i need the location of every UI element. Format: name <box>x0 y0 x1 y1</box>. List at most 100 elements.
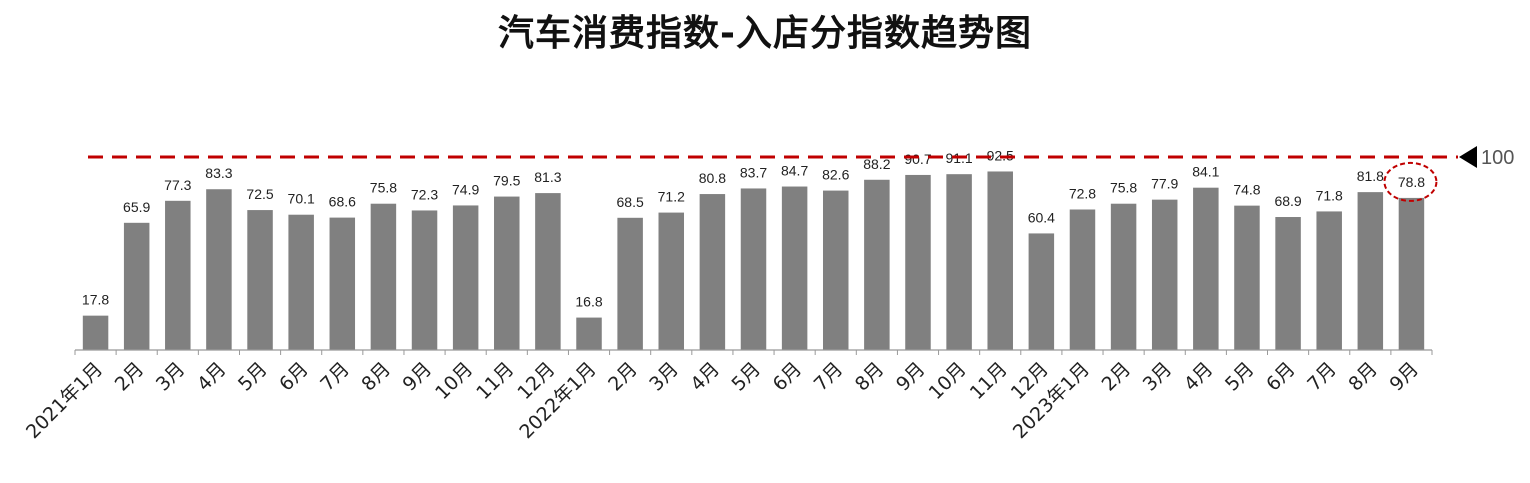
bar <box>987 171 1013 350</box>
value-label: 78.8 <box>1398 174 1425 190</box>
bar <box>1357 192 1384 350</box>
bar <box>576 317 602 350</box>
bar <box>1193 187 1219 350</box>
x-tick-label: 3月 <box>1139 358 1177 396</box>
value-label: 68.9 <box>1274 193 1301 209</box>
x-tick-label: 10月 <box>431 358 477 404</box>
value-label: 71.2 <box>658 189 685 205</box>
value-label: 82.6 <box>822 167 849 183</box>
bar <box>329 217 356 350</box>
value-label: 68.6 <box>329 194 356 210</box>
bar <box>494 196 520 350</box>
bar <box>165 200 191 350</box>
bar <box>1110 203 1137 350</box>
x-tick-label: 2月 <box>1098 358 1136 396</box>
bar <box>946 174 972 350</box>
value-label: 81.8 <box>1357 168 1384 184</box>
x-tick-label: 5月 <box>1221 358 1259 396</box>
value-label: 75.8 <box>1110 180 1137 196</box>
bar <box>452 205 479 350</box>
value-label: 65.9 <box>123 199 150 215</box>
value-label: 83.7 <box>740 164 767 180</box>
value-label: 60.4 <box>1028 209 1055 225</box>
reference-arrow-icon <box>1459 146 1477 168</box>
x-tick-label: 6月 <box>769 358 807 396</box>
x-ticks-group <box>74 350 1433 355</box>
bar <box>535 193 561 350</box>
x-tick-label: 4月 <box>193 358 231 396</box>
value-label: 90.7 <box>904 151 931 167</box>
highlight-circle <box>1383 161 1438 202</box>
value-label: 92.5 <box>987 147 1014 163</box>
value-label: 71.8 <box>1316 187 1343 203</box>
value-label: 80.8 <box>699 170 726 186</box>
value-label: 77.3 <box>164 177 191 193</box>
bar <box>740 188 767 350</box>
value-label: 68.5 <box>617 194 644 210</box>
x-tick-label: 7月 <box>316 358 354 396</box>
bar <box>288 214 314 350</box>
value-label: 72.8 <box>1069 185 1096 201</box>
x-tick-label: 4月 <box>1180 358 1218 396</box>
bar <box>1398 197 1425 350</box>
bar <box>1028 233 1055 350</box>
bar <box>658 212 685 350</box>
value-labels-group: 17.8 65.9 77.3 83.3 72.5 70.1 68.6 75.8 72.3 74.9… <box>82 147 1425 309</box>
bar <box>617 217 643 350</box>
bar <box>370 203 397 350</box>
bar <box>1275 217 1301 350</box>
reference-line-label: 100 <box>1481 147 1514 169</box>
value-label: 16.8 <box>575 294 602 310</box>
value-label: 77.9 <box>1151 176 1178 192</box>
bar <box>1069 209 1096 350</box>
bar <box>82 315 109 350</box>
bar <box>1316 211 1342 350</box>
value-label: 75.8 <box>370 180 397 196</box>
x-tick-label: 7月 <box>1303 358 1341 396</box>
x-tick-label: 2021年1月 <box>22 358 107 443</box>
x-tick-label: 2月 <box>604 358 642 396</box>
bar <box>699 194 726 350</box>
bar <box>1234 205 1260 350</box>
value-label: 88.2 <box>863 156 890 172</box>
value-label: 79.5 <box>493 173 520 189</box>
bars-group <box>82 171 1425 350</box>
bar <box>864 179 890 350</box>
value-label: 72.5 <box>246 186 273 202</box>
chart-title: 汽车消费指数-入店分指数趋势图 <box>498 13 1032 54</box>
x-tick-label: 8月 <box>1344 358 1382 396</box>
bar <box>781 186 808 350</box>
value-label: 84.1 <box>1192 164 1219 180</box>
value-label: 84.7 <box>781 163 808 179</box>
value-label: 81.3 <box>534 169 561 185</box>
bar <box>905 174 931 350</box>
x-tick-label: 10月 <box>925 358 971 404</box>
x-tick-label: 7月 <box>810 358 848 396</box>
x-tick-label: 2月 <box>111 358 149 396</box>
x-tick-label: 6月 <box>1262 358 1300 396</box>
bar <box>411 210 438 350</box>
value-label: 74.8 <box>1233 182 1260 198</box>
bar <box>247 210 273 350</box>
x-tick-label: 3月 <box>645 358 683 396</box>
x-tick-label: 8月 <box>851 358 889 396</box>
bar <box>206 189 232 350</box>
x-tick-label: 9月 <box>1385 358 1423 396</box>
x-tick-label: 11月 <box>472 358 518 404</box>
value-label: 74.9 <box>452 181 479 197</box>
x-tick-label: 8月 <box>357 358 395 396</box>
bar <box>123 222 150 350</box>
x-tick-label: 5月 <box>727 358 765 396</box>
x-tick-label: 3月 <box>152 358 190 396</box>
value-label: 17.8 <box>82 292 109 308</box>
value-label: 72.3 <box>411 186 438 202</box>
bar <box>822 190 849 350</box>
bar <box>1151 199 1178 350</box>
x-tick-label: 5月 <box>234 358 272 396</box>
x-tick-label: 11月 <box>966 358 1012 404</box>
value-label: 83.3 <box>205 165 232 181</box>
x-tick-label: 6月 <box>275 358 313 396</box>
x-tick-label: 4月 <box>686 358 724 396</box>
x-tick-label: 9月 <box>892 358 930 396</box>
